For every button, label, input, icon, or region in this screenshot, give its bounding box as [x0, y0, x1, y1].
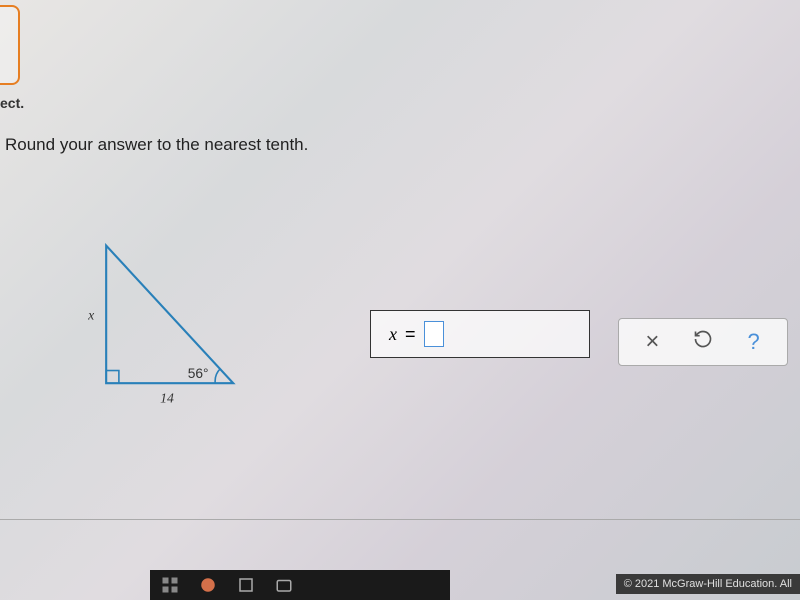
- help-button[interactable]: ?: [736, 324, 772, 360]
- partial-box-border: [0, 5, 20, 85]
- right-angle-marker: [106, 371, 119, 384]
- angle-arc: [215, 368, 220, 383]
- toolbar: × ?: [618, 318, 788, 366]
- triangle-diagram: x 56° 14: [75, 235, 275, 415]
- taskbar-item-3[interactable]: [236, 575, 256, 595]
- divider: [0, 519, 800, 520]
- copyright-text: © 2021 McGraw-Hill Education. All: [616, 574, 800, 594]
- close-button[interactable]: ×: [634, 324, 670, 360]
- undo-icon: [693, 329, 713, 355]
- taskbar-item-4[interactable]: [274, 575, 294, 595]
- partial-label: ect.: [0, 95, 24, 111]
- angle-56-label: 56°: [188, 366, 209, 381]
- taskbar-item-1[interactable]: [160, 575, 180, 595]
- taskbar: [150, 570, 450, 600]
- taskbar-item-2[interactable]: [198, 575, 218, 595]
- base-14-label: 14: [160, 390, 174, 405]
- close-icon: ×: [645, 328, 659, 356]
- answer-equals: =: [405, 324, 416, 345]
- answer-variable: x: [389, 324, 397, 345]
- answer-box: x =: [370, 310, 590, 358]
- help-icon: ?: [748, 329, 760, 355]
- instruction-text: Round your answer to the nearest tenth.: [5, 135, 308, 155]
- answer-input[interactable]: [424, 321, 444, 347]
- undo-button[interactable]: [685, 324, 721, 360]
- side-x-label: x: [87, 308, 94, 323]
- triangle-shape: [106, 246, 233, 384]
